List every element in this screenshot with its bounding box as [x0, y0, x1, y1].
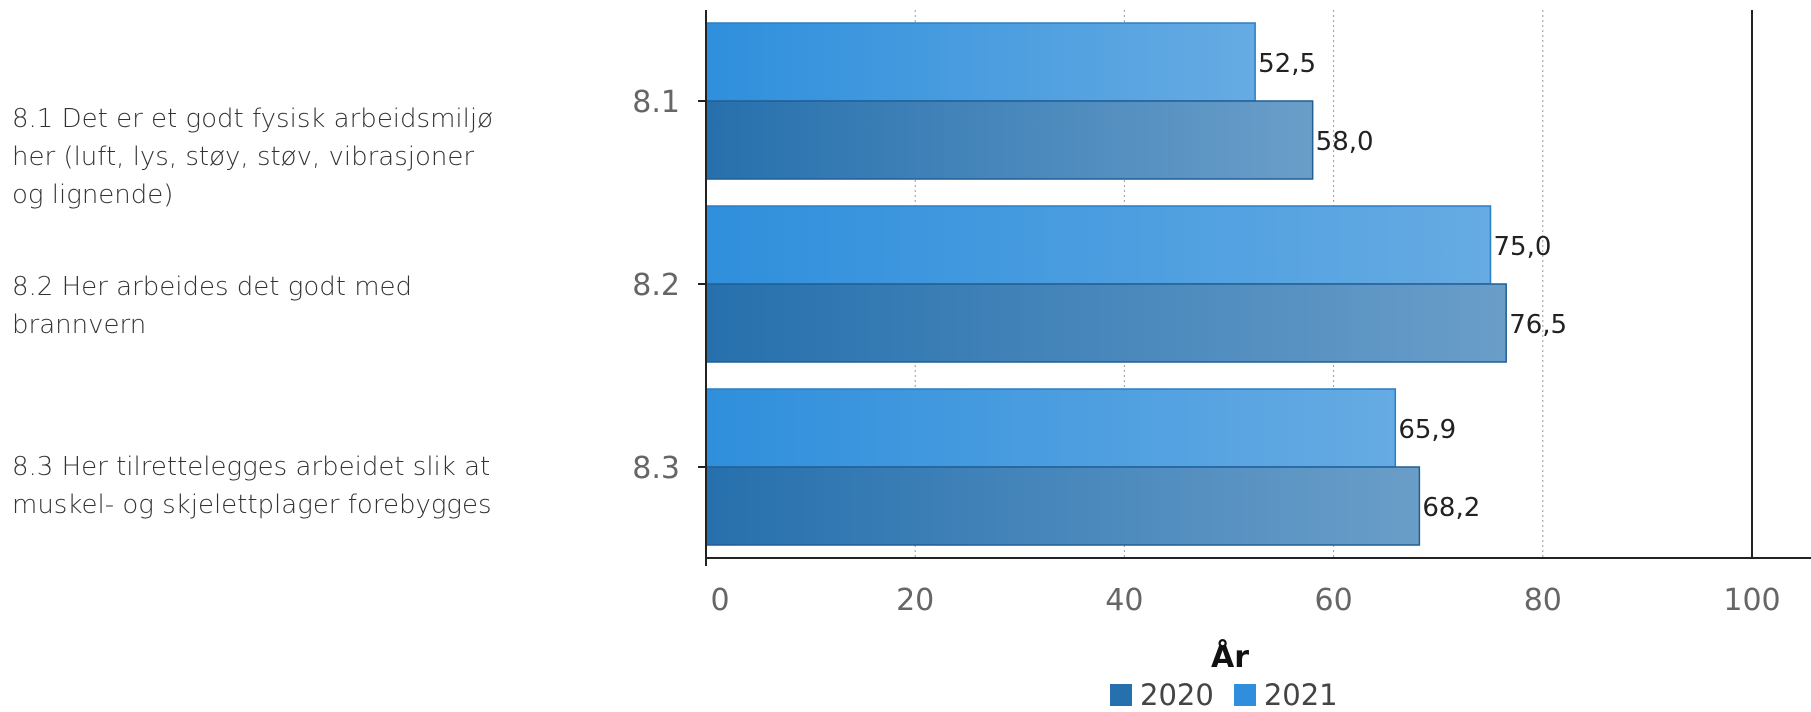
bars: 52,5 58,0 75,0 76,5 65,9 68,2: [705, 22, 1567, 546]
data-label: 75,0: [1494, 232, 1552, 262]
bar-2021-8.3: [705, 388, 1397, 468]
x-tick-label: 60: [1315, 583, 1353, 618]
x-tick-label: 0: [710, 583, 729, 618]
data-label: 65,9: [1398, 415, 1456, 445]
y-tick-label: 8.3: [632, 451, 680, 486]
y-tick-label: 8.1: [632, 85, 680, 120]
x-tick-label: 100: [1723, 583, 1780, 618]
bar-2020-8.3: [705, 466, 1421, 546]
legend-item-2020: 2020: [1110, 678, 1214, 712]
legend-label-2020: 2020: [1140, 678, 1214, 712]
legend-label-2021: 2021: [1263, 678, 1338, 712]
legend: 2020 2021: [1110, 678, 1338, 712]
data-label: 68,2: [1422, 493, 1480, 523]
data-label: 58,0: [1316, 127, 1374, 157]
legend-swatch-2020: [1110, 684, 1132, 706]
y-tick-label: 8.2: [632, 268, 680, 303]
legend-item-2021: 2021: [1233, 678, 1338, 712]
bar-2021-8.1: [705, 22, 1256, 102]
bar-2020-8.1: [705, 100, 1314, 180]
x-tick-label: 40: [1105, 583, 1143, 618]
x-axis-title: År: [1210, 640, 1249, 675]
legend-swatch-2021: [1233, 684, 1256, 706]
question-label-8-2: 8.2 Her arbeides det godt med brannvern: [12, 272, 413, 340]
axes: 0 20 40 60 80 100 8.1 8.2 8.3: [632, 10, 1811, 618]
x-tick-label: 80: [1524, 583, 1562, 618]
data-label: 52,5: [1258, 49, 1316, 79]
data-label: 76,5: [1509, 310, 1567, 340]
question-labels: 8.1 Det er et godt fysisk arbeidsmiljø h…: [0, 0, 520, 712]
x-tick-label: 20: [896, 583, 934, 618]
question-label-8-3: 8.3 Her tilrettelegges arbeidet slik at …: [12, 452, 492, 520]
bar-2020-8.2: [705, 283, 1507, 363]
question-label-8-1: 8.1 Det er et godt fysisk arbeidsmiljø h…: [12, 104, 493, 210]
bar-2021-8.2: [705, 205, 1492, 285]
